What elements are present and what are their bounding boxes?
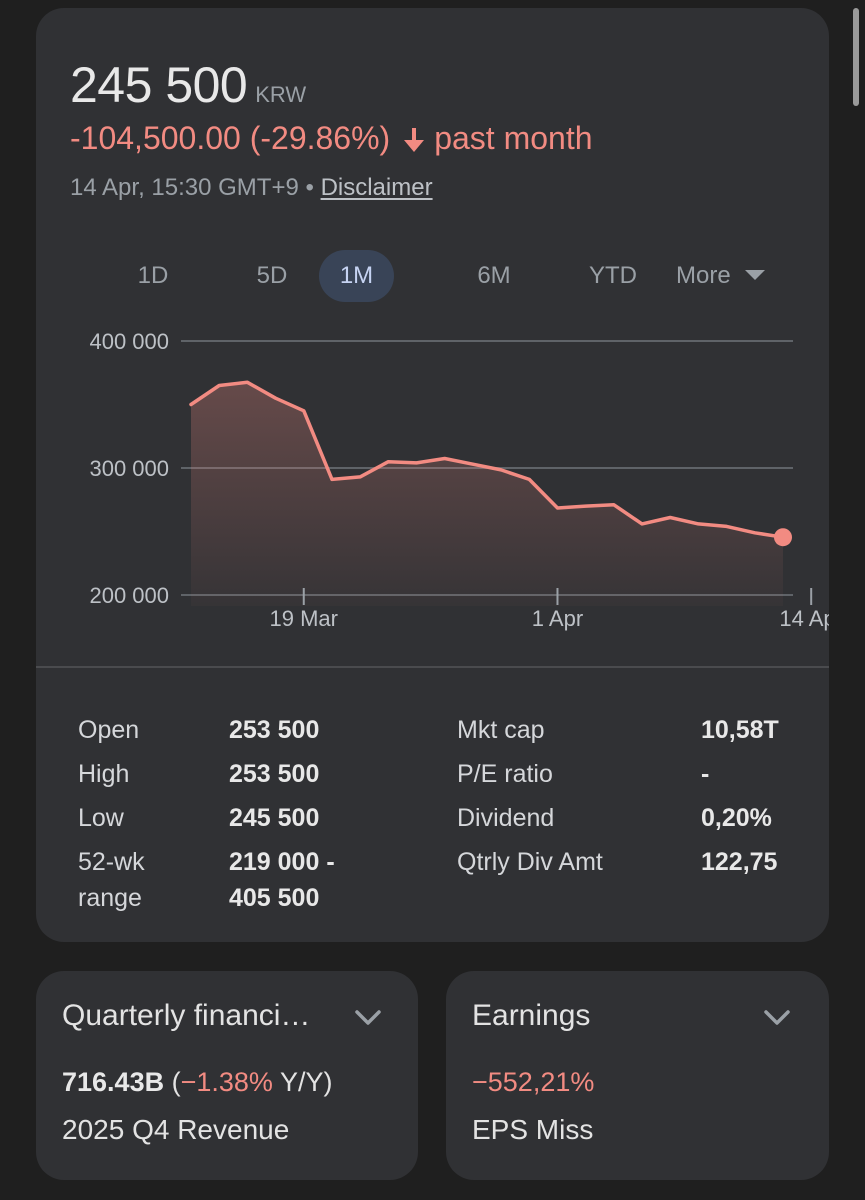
last-price-marker xyxy=(774,528,792,547)
x-tick-label: 1 Apr xyxy=(532,606,583,631)
stat-low-label: Low xyxy=(78,804,124,832)
current-price: 245 500 xyxy=(70,57,248,113)
range-ytd[interactable]: YTD xyxy=(589,262,637,289)
eps-caption: EPS Miss xyxy=(472,1114,594,1145)
x-tick-label: 19 Mar xyxy=(270,606,338,631)
timestamp: 14 Apr, 15:30 GMT+9 xyxy=(70,174,299,201)
y-tick-label: 200 000 xyxy=(89,583,169,608)
stat-mktcap-label: Mkt cap xyxy=(457,716,545,744)
quarterly-caption: 2025 Q4 Revenue xyxy=(62,1114,290,1145)
earnings-card[interactable]: Earnings −552,21% EPS Miss xyxy=(446,971,829,1180)
price-chart[interactable]: 400 000 300 000 200 000 19 Mar 1 Apr 14 Apr xyxy=(36,308,829,648)
price-line xyxy=(189,380,785,539)
arrow-down-icon xyxy=(402,125,426,153)
section-divider xyxy=(36,666,829,668)
disclaimer-link[interactable]: Disclaimer xyxy=(320,174,433,201)
stat-open-value: 253 500 xyxy=(229,716,320,744)
quarterly-financials-card[interactable]: Quarterly financi… 716.43B (−1.38% Y/Y) … xyxy=(36,971,418,1180)
range-selector: 1D 5D 1M 6M YTD More xyxy=(56,250,816,302)
price-area xyxy=(191,382,783,606)
stat-pe-value: - xyxy=(701,760,710,788)
price-row: 245 500 KRW xyxy=(70,56,306,114)
x-tick-label: 14 Apr xyxy=(779,606,829,631)
range-1d[interactable]: 1D xyxy=(137,262,169,289)
y-tick-label: 300 000 xyxy=(89,456,169,481)
page-scrollbar[interactable] xyxy=(853,8,859,106)
change-period: past month xyxy=(434,120,593,156)
eps-surprise: −552,21% xyxy=(472,1067,595,1097)
chevron-down-icon[interactable] xyxy=(763,1007,791,1027)
stat-open-label: Open xyxy=(78,716,140,744)
timestamp-row: 14 Apr, 15:30 GMT+9 • Disclaimer xyxy=(70,174,433,202)
open-paren: ( xyxy=(171,1067,181,1097)
stat-52wk-value: 219 000 - 405 500 xyxy=(229,848,335,912)
price-change: -104,500.00 (-29.86%) xyxy=(70,120,391,156)
chevron-down-icon[interactable] xyxy=(354,1007,382,1027)
quarterly-revenue-line: 716.43B (−1.38% Y/Y) xyxy=(62,1067,332,1098)
range-1m[interactable]: 1M xyxy=(319,250,394,302)
quarterly-title: Quarterly financi… xyxy=(62,999,311,1032)
price-change-row: -104,500.00 (-29.86%) past month xyxy=(70,120,593,157)
revenue-change: −1.38% xyxy=(180,1067,273,1097)
more-ranges-button[interactable]: More xyxy=(676,250,765,302)
stat-low-value: 245 500 xyxy=(229,804,320,832)
stock-quote-card: 245 500 KRW -104,500.00 (-29.86%) past m… xyxy=(36,8,829,942)
caret-down-icon xyxy=(744,269,765,280)
stat-dividend-label: Dividend xyxy=(457,804,555,832)
revenue-amount: 716.43B xyxy=(62,1067,165,1097)
currency-code: KRW xyxy=(255,82,307,107)
stat-high-label: High xyxy=(78,760,130,788)
stat-divamt-label: Qtrly Div Amt xyxy=(457,848,603,876)
yoy-label: Y/Y) xyxy=(279,1067,333,1097)
stat-52wk-label: 52-wk range xyxy=(78,848,145,912)
range-5d[interactable]: 5D xyxy=(256,262,288,289)
y-tick-label: 400 000 xyxy=(89,329,169,354)
stat-high-value: 253 500 xyxy=(229,760,320,788)
stat-mktcap-value: 10,58T xyxy=(701,716,779,744)
earnings-title: Earnings xyxy=(472,999,591,1032)
separator-dot: • xyxy=(305,174,314,201)
stat-pe-label: P/E ratio xyxy=(457,760,553,788)
stat-dividend-value: 0,20% xyxy=(701,804,772,832)
more-label: More xyxy=(676,262,731,289)
range-6m[interactable]: 6M xyxy=(477,262,511,289)
stat-divamt-value: 122,75 xyxy=(701,848,778,876)
